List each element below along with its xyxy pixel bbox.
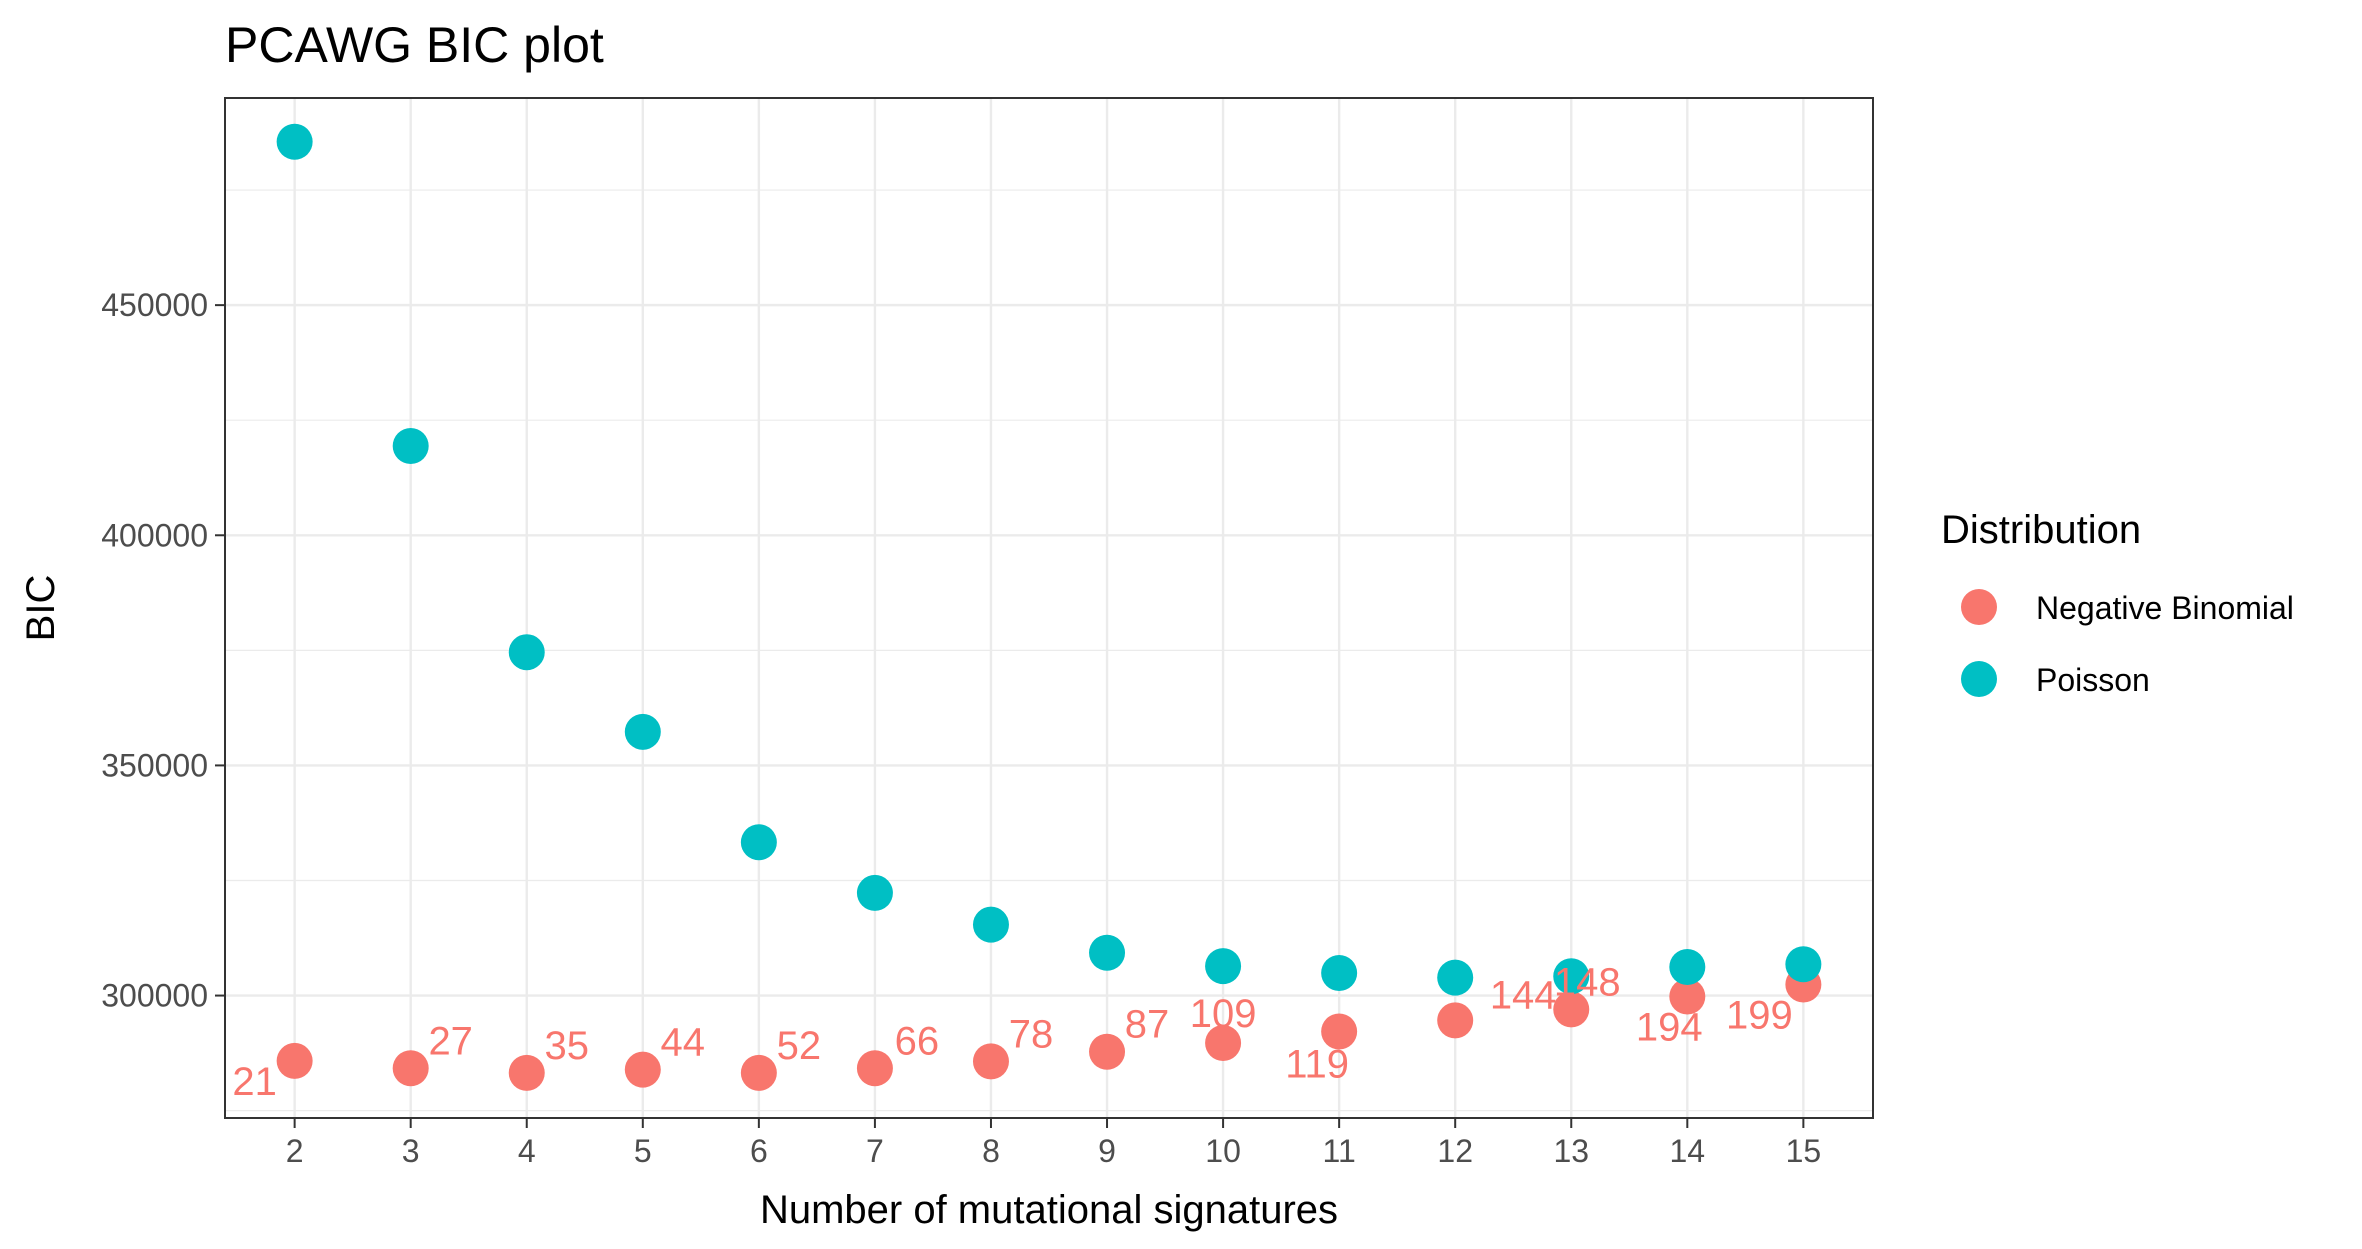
negative-binomial-points xyxy=(276,966,1822,1091)
poisson-point xyxy=(740,824,777,861)
negative-binomial-point xyxy=(972,1043,1009,1080)
poisson-point xyxy=(1437,959,1474,996)
x-tick-label: 4 xyxy=(518,1133,536,1169)
poisson-point xyxy=(1321,955,1358,992)
x-tick-label: 9 xyxy=(1098,1133,1116,1169)
point-label: 194 xyxy=(1636,1005,1703,1049)
negative-binomial-point xyxy=(508,1054,545,1091)
x-tick-label: 14 xyxy=(1670,1133,1706,1169)
point-label: 199 xyxy=(1726,994,1793,1038)
plot-panel-border xyxy=(224,97,1874,1119)
legend: Distribution Negative Binomial Poisson xyxy=(1941,508,2294,698)
poisson-point xyxy=(856,874,893,911)
x-tick-label: 15 xyxy=(1786,1133,1822,1169)
point-label: 66 xyxy=(895,1019,940,1063)
poisson-point xyxy=(1205,948,1242,985)
y-axis-title: BIC xyxy=(19,575,63,642)
point-label: 52 xyxy=(777,1024,822,1068)
x-axis-title: Number of mutational signatures xyxy=(760,1188,1338,1232)
poisson-point xyxy=(508,634,545,671)
negative-binomial-point xyxy=(1205,1024,1242,1061)
y-tick-label: 400000 xyxy=(101,517,208,553)
poisson-point xyxy=(1785,946,1822,983)
y-axis: 300000 350000 400000 450000 xyxy=(101,287,225,1014)
point-label: 21 xyxy=(232,1060,277,1104)
negative-binomial-point xyxy=(1437,1002,1474,1039)
poisson-point xyxy=(624,713,661,750)
x-tick-label: 6 xyxy=(750,1133,768,1169)
x-tick-label: 3 xyxy=(402,1133,420,1169)
point-label: 144 xyxy=(1490,973,1557,1017)
negative-binomial-point xyxy=(1553,991,1590,1028)
y-tick-label: 350000 xyxy=(101,747,208,783)
legend-key-negative-binomial xyxy=(1961,589,1997,625)
legend-title: Distribution xyxy=(1941,508,2141,552)
poisson-point xyxy=(392,427,429,464)
x-axis: 2 3 4 5 6 7 8 9 10 11 12 13 14 15 xyxy=(286,1118,1821,1169)
x-tick-label: 10 xyxy=(1205,1133,1241,1169)
poisson-points xyxy=(276,123,1822,996)
point-label: 27 xyxy=(428,1019,473,1063)
x-tick-label: 11 xyxy=(1323,1133,1356,1169)
negative-binomial-point xyxy=(1321,1013,1358,1050)
x-tick-label: 8 xyxy=(982,1133,1000,1169)
y-tick-label: 450000 xyxy=(101,287,208,323)
x-tick-label: 13 xyxy=(1553,1133,1589,1169)
negative-binomial-point xyxy=(276,1042,313,1079)
point-label: 148 xyxy=(1554,960,1621,1004)
point-label: 44 xyxy=(661,1021,706,1065)
negative-binomial-point xyxy=(624,1051,661,1088)
poisson-point xyxy=(972,906,1009,943)
x-tick-label: 12 xyxy=(1437,1133,1473,1169)
point-label: 109 xyxy=(1190,992,1257,1036)
poisson-point xyxy=(1089,934,1126,971)
poisson-point xyxy=(276,123,313,160)
point-label: 35 xyxy=(544,1024,589,1068)
negative-binomial-point xyxy=(392,1050,429,1087)
x-tick-label: 7 xyxy=(866,1133,884,1169)
legend-label-poisson: Poisson xyxy=(2036,662,2150,698)
x-tick-label: 5 xyxy=(634,1133,652,1169)
point-label: 119 xyxy=(1285,1042,1349,1086)
point-label: 78 xyxy=(1009,1012,1054,1056)
legend-label-negative-binomial: Negative Binomial xyxy=(2036,590,2294,626)
y-tick-label: 300000 xyxy=(101,978,208,1014)
negative-binomial-point xyxy=(1089,1033,1126,1070)
grid-minor xyxy=(225,189,1873,1112)
poisson-point xyxy=(1669,949,1706,986)
negative-binomial-point xyxy=(856,1050,893,1087)
legend-key-poisson xyxy=(1961,661,1997,697)
chart-title: PCAWG BIC plot xyxy=(225,17,604,73)
negative-binomial-point xyxy=(740,1054,777,1091)
poisson-point xyxy=(1553,958,1590,995)
point-label: 87 xyxy=(1125,1003,1170,1047)
plot-panel xyxy=(225,98,1873,1118)
negative-binomial-point xyxy=(1669,978,1706,1015)
x-tick-label: 2 xyxy=(286,1133,304,1169)
